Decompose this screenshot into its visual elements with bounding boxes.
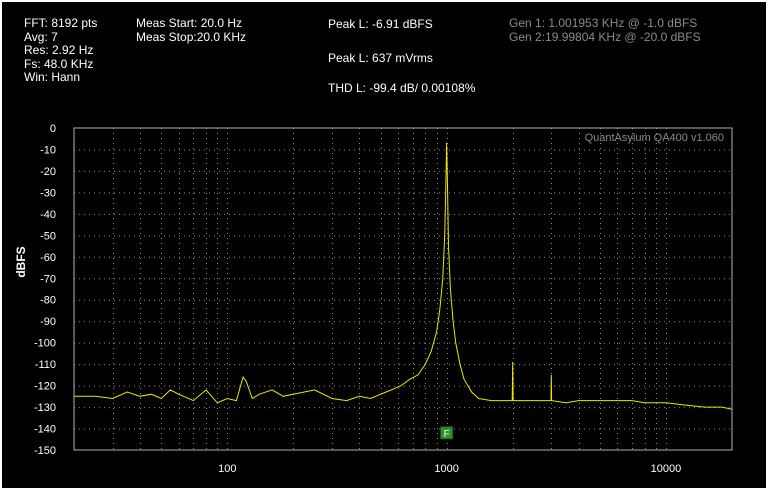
y-tick-label: -120 — [34, 381, 56, 393]
y-tick-label: -60 — [40, 252, 56, 264]
y-tick-label: -150 — [34, 445, 56, 457]
spectrum-trace — [74, 142, 733, 410]
fft-settings-panel: FFT: 8192 pts Avg: 7 Res: 2.92 Hz Fs: 48… — [24, 16, 98, 85]
x-tick-label: 100 — [218, 463, 236, 475]
x-tick-label: 10000 — [651, 463, 682, 475]
grid — [74, 128, 732, 450]
peak-dbfs-readout: Peak L: -6.91 dBFS — [328, 17, 433, 31]
y-tick-label: 0 — [50, 123, 56, 135]
gen2-readout: Gen 2:19.99804 KHz @ -20.0 dBFS — [509, 29, 701, 44]
fft-points: FFT: 8192 pts — [24, 16, 98, 30]
y-tick-label: -90 — [40, 316, 56, 328]
marker-box — [440, 426, 454, 440]
watermark-text: QuantAsylum QA400 v1.060 — [585, 132, 724, 144]
window-type: Win: Hann — [24, 70, 81, 84]
y-tick-label: -70 — [40, 273, 56, 285]
meas-start: Meas Start: 20.0 Hz — [136, 16, 243, 30]
averages: Avg: 7 — [24, 29, 58, 44]
fundamental-marker[interactable]: F — [440, 426, 454, 440]
resolution: Res: 2.92 Hz — [24, 43, 94, 57]
y-tick-label: -50 — [40, 230, 56, 242]
generator-panel: Gen 1: 1.001953 KHz @ -1.0 dBFS Gen 2:19… — [509, 16, 701, 44]
y-tick-label: -40 — [40, 209, 56, 221]
y-tick-label: -80 — [40, 295, 56, 307]
y-tick-label: -100 — [34, 338, 56, 350]
sample-rate: Fs: 48.0 KHz — [24, 56, 94, 71]
thd-readout: THD L: -99.4 dB/ 0.00108% — [328, 81, 476, 95]
peak-vrms-readout: Peak L: 637 mVrms — [328, 51, 433, 65]
y-axis-label: dBFS — [14, 246, 28, 278]
plot-frame — [73, 127, 733, 451]
y-tick-label: -10 — [40, 144, 56, 156]
y-tick-label: -130 — [34, 402, 56, 414]
marker-label: F — [444, 429, 450, 440]
y-tick-label: -20 — [40, 166, 56, 178]
y-axis-ticks: 0 -10 -20 -30 -40 -50 -60 -70 -80 -90 -100 -110 -120… — [34, 123, 56, 457]
meas-stop: Meas Stop:20.0 KHz — [136, 29, 247, 44]
measurement-range-panel: Meas Start: 20.0 Hz Meas Stop:20.0 KHz — [136, 16, 247, 44]
y-tick-label: -110 — [35, 359, 56, 371]
x-tick-label: 1000 — [434, 463, 458, 475]
y-tick-label: -140 — [34, 424, 56, 436]
x-axis-ticks: 100 1000 10000 — [218, 463, 681, 475]
gen1-readout: Gen 1: 1.001953 KHz @ -1.0 dBFS — [509, 16, 698, 30]
y-tick-label: -30 — [40, 187, 56, 199]
